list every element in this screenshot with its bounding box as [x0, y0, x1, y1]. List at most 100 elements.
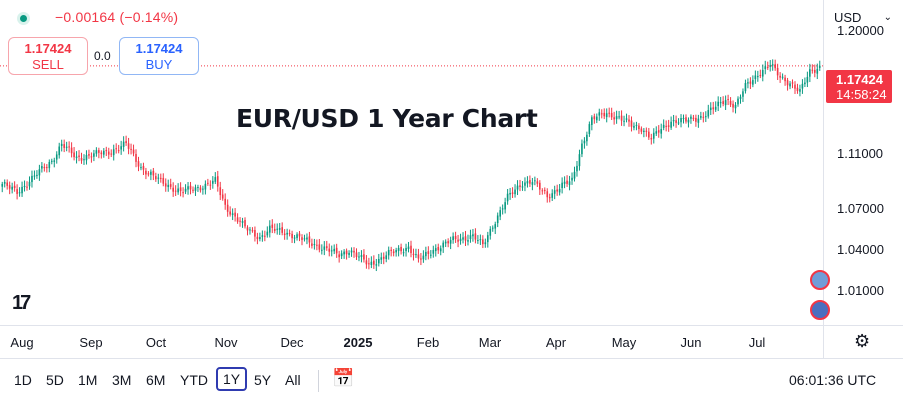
economic-event-flag-icon[interactable]: [810, 300, 830, 320]
candle-body: [229, 211, 231, 215]
currency-select[interactable]: USD ⌄: [826, 5, 900, 31]
timeframe-1d[interactable]: 1D: [14, 372, 32, 388]
candle: [571, 172, 573, 185]
candle: [55, 151, 58, 164]
candle: [231, 208, 234, 221]
candle: [742, 88, 744, 102]
candle-body: [112, 149, 115, 156]
candle: [620, 110, 623, 126]
candle: [343, 249, 345, 259]
candle: [784, 74, 786, 86]
candle: [313, 238, 316, 250]
candle: [752, 75, 754, 88]
candle: [732, 100, 734, 113]
candle-body: [712, 107, 715, 110]
candle: [155, 172, 157, 182]
timeframe-1y[interactable]: 1Y: [216, 367, 248, 391]
candle: [41, 162, 43, 173]
candle: [350, 247, 353, 257]
candle: [677, 118, 680, 126]
candle-body: [53, 160, 56, 162]
candle-body: [417, 254, 420, 259]
candle: [660, 123, 663, 139]
candle-body: [80, 158, 83, 161]
candle-body: [605, 113, 608, 118]
candle-body: [667, 125, 670, 127]
candle-body: [648, 131, 650, 138]
candle-body: [806, 76, 809, 83]
candle-body: [105, 150, 108, 152]
candle-body: [615, 116, 618, 120]
candle-body: [179, 187, 182, 192]
candle-body: [120, 146, 122, 150]
candle: [21, 181, 23, 197]
candle: [286, 228, 288, 240]
sell-button[interactable]: 1.17424 SELL: [8, 37, 88, 75]
candle-body: [655, 131, 658, 134]
candle-body: [754, 75, 757, 80]
candle: [712, 101, 715, 115]
candle: [442, 240, 445, 253]
buy-button[interactable]: 1.17424 BUY: [119, 37, 199, 75]
timeframe-3m[interactable]: 3M: [112, 372, 132, 388]
candle-body: [23, 185, 26, 187]
candle: [199, 185, 202, 193]
candle-body: [524, 182, 526, 186]
timeframe-1m[interactable]: 1M: [78, 372, 98, 388]
candle: [747, 78, 749, 89]
candle-body: [320, 249, 323, 251]
candle: [519, 179, 521, 192]
candle: [174, 185, 177, 197]
candle-body: [581, 143, 583, 155]
economic-event-icon[interactable]: [810, 270, 830, 290]
candle-body: [682, 117, 685, 119]
candle-body: [472, 234, 474, 237]
candle: [813, 64, 816, 78]
candle: [680, 114, 682, 128]
candle: [355, 248, 358, 260]
candle: [643, 128, 645, 138]
candle: [60, 139, 63, 152]
utc-clock[interactable]: 06:01:36 UTC: [789, 372, 877, 388]
tradingview-logo-icon[interactable]: 17: [12, 292, 31, 314]
candle: [266, 226, 269, 238]
settings-gear-icon[interactable]: ⚙: [854, 331, 871, 351]
candle-body: [264, 235, 266, 237]
candle: [110, 149, 113, 158]
candle: [281, 222, 283, 236]
candle: [769, 60, 772, 72]
candle: [6, 179, 9, 190]
candle: [605, 108, 608, 123]
candle-body: [48, 161, 51, 169]
candle-body: [633, 125, 635, 128]
candle-body: [390, 249, 392, 251]
timeframe-6m[interactable]: 6M: [146, 372, 166, 388]
timeframe-5d[interactable]: 5D: [46, 372, 64, 388]
candle: [682, 114, 685, 124]
candle: [786, 77, 789, 91]
candle: [405, 243, 407, 257]
candle-body: [573, 171, 576, 179]
candle: [132, 144, 135, 157]
candle-body: [546, 191, 549, 198]
x-tick-label: Jul: [748, 335, 766, 350]
candle: [46, 164, 48, 173]
candle: [23, 180, 26, 192]
timeframe-all[interactable]: All: [285, 372, 301, 388]
candle: [717, 96, 720, 112]
candle: [288, 229, 291, 237]
date-range-calendar-icon[interactable]: 📅: [332, 368, 355, 388]
candle-body: [439, 248, 442, 252]
candle-body: [18, 192, 21, 194]
candle: [259, 232, 261, 242]
candle: [459, 233, 462, 245]
timeframe-ytd[interactable]: YTD: [180, 372, 208, 388]
candle-body: [16, 189, 18, 194]
candle: [662, 119, 665, 131]
candle-body: [412, 253, 415, 256]
timeframe-5y[interactable]: 5Y: [254, 372, 272, 388]
candle: [112, 144, 115, 161]
candle: [68, 141, 70, 153]
candle: [95, 147, 98, 157]
